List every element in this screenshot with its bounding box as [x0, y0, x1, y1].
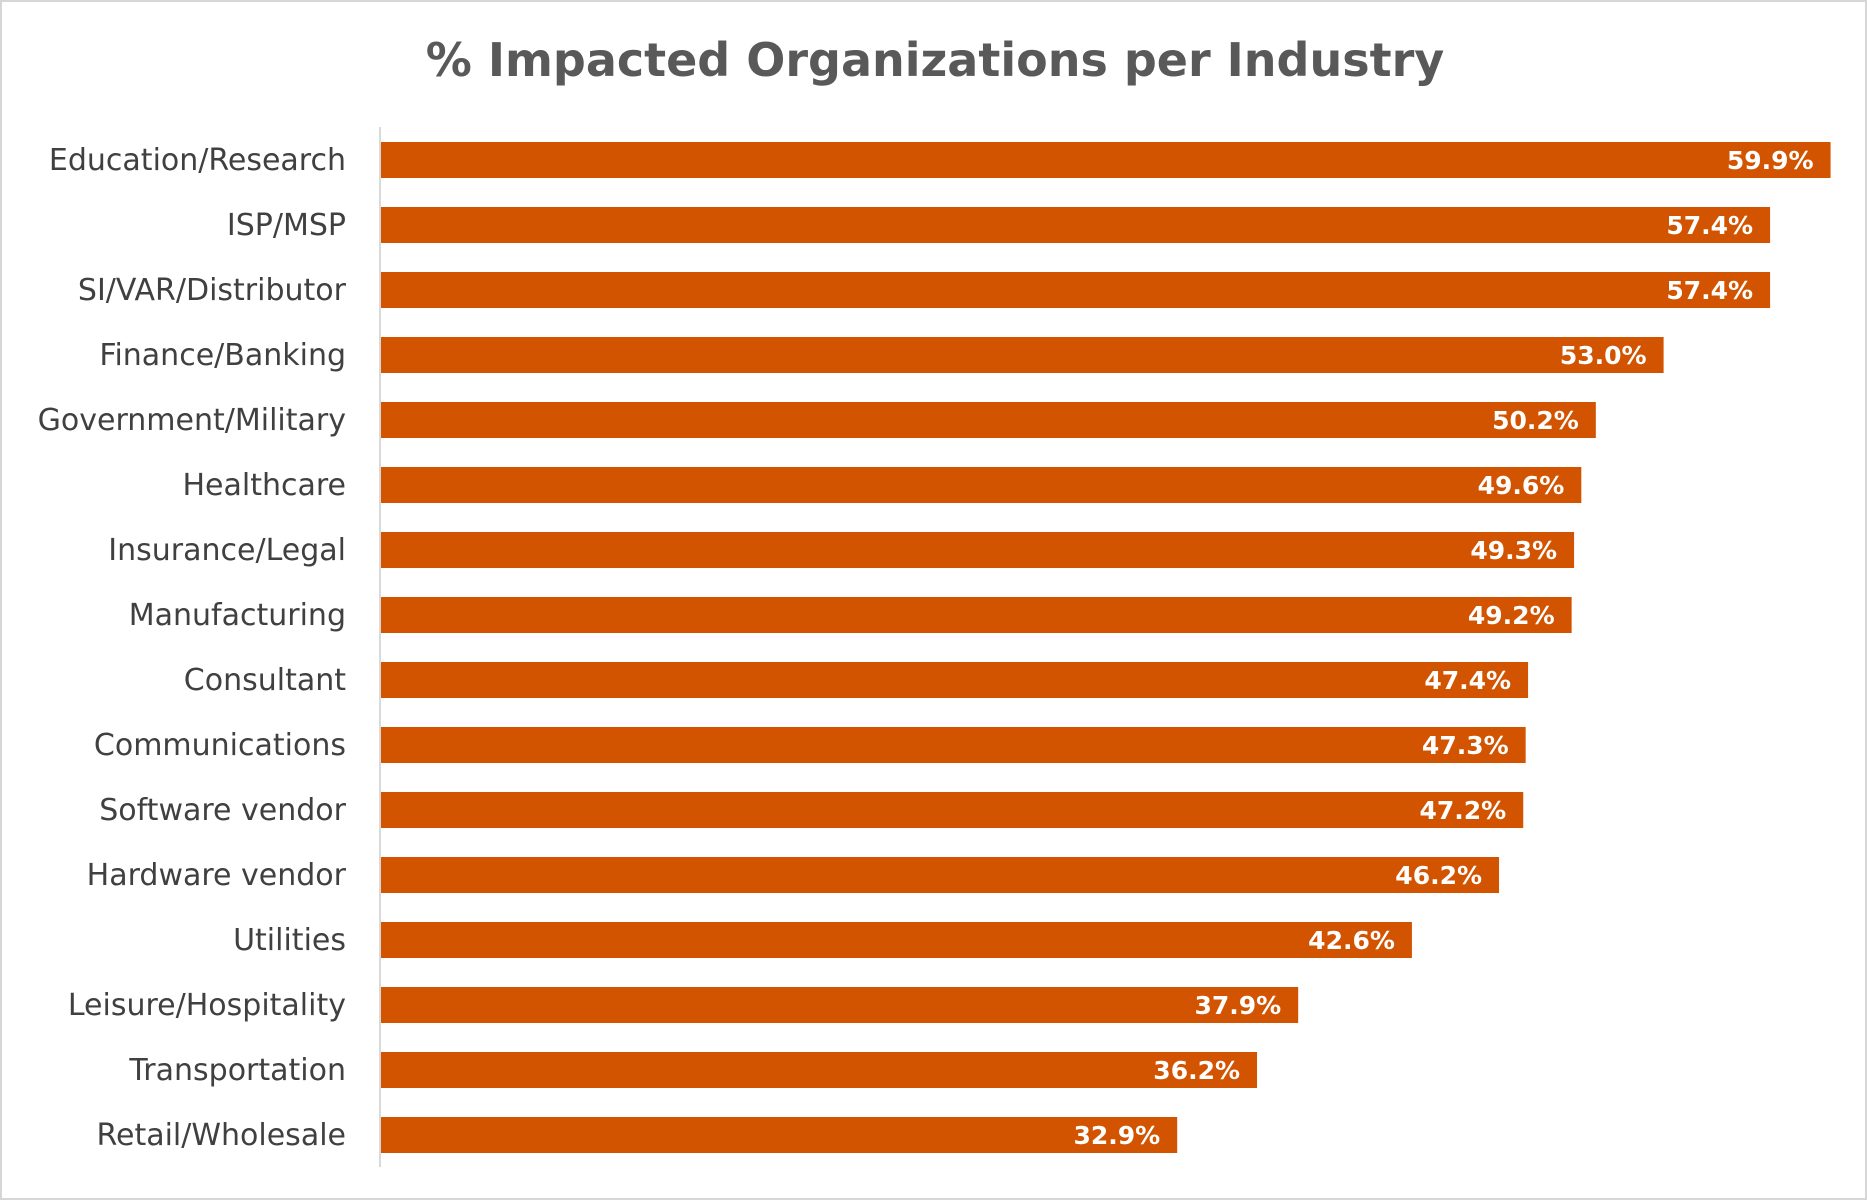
category-label-5: Healthcare: [182, 468, 346, 503]
bar-12: [381, 922, 1412, 958]
category-label-9: Communications: [94, 728, 346, 763]
category-label-4: Government/Military: [38, 403, 346, 438]
bar-13: [381, 987, 1299, 1023]
value-label-10: 47.2%: [1420, 796, 1507, 825]
category-labels: Education/Research ISP/MSP SI/VAR/Distribu…: [38, 143, 347, 1153]
bar-10: [381, 792, 1524, 828]
chart-title: % Impacted Organizations per Industry: [426, 33, 1445, 87]
bar-7: [381, 597, 1572, 633]
value-label-1: 57.4%: [1666, 211, 1753, 240]
category-label-3: Finance/Banking: [99, 338, 346, 373]
category-label-6: Insurance/Legal: [108, 533, 346, 568]
bar-1: [381, 207, 1771, 243]
value-label-7: 49.2%: [1468, 601, 1555, 630]
category-label-1: ISP/MSP: [227, 208, 346, 243]
bar-2: [381, 272, 1771, 308]
value-label-6: 49.3%: [1470, 536, 1557, 565]
bar-9: [381, 727, 1526, 763]
bar-14: [381, 1052, 1258, 1088]
bars-group: [381, 142, 1831, 1153]
bar-5: [381, 467, 1582, 503]
category-label-2: SI/VAR/Distributor: [78, 273, 347, 308]
bar-6: [381, 532, 1575, 568]
category-label-15: Retail/Wholesale: [96, 1118, 346, 1153]
category-label-10: Software vendor: [99, 793, 346, 828]
value-label-2: 57.4%: [1666, 276, 1753, 305]
value-label-14: 36.2%: [1153, 1056, 1240, 1085]
category-label-0: Education/Research: [49, 143, 346, 178]
value-label-9: 47.3%: [1422, 731, 1509, 760]
value-label-5: 49.6%: [1478, 471, 1565, 500]
bar-4: [381, 402, 1596, 438]
category-label-13: Leisure/Hospitality: [68, 988, 346, 1023]
bar-15: [381, 1117, 1178, 1153]
bar-11: [381, 857, 1500, 893]
value-label-3: 53.0%: [1560, 341, 1647, 370]
value-label-13: 37.9%: [1194, 991, 1281, 1020]
value-label-11: 46.2%: [1395, 861, 1482, 890]
category-label-7: Manufacturing: [129, 598, 346, 633]
category-label-8: Consultant: [184, 663, 346, 698]
value-label-8: 47.4%: [1424, 666, 1511, 695]
bar-3: [381, 337, 1664, 373]
bar-8: [381, 662, 1529, 698]
bar-0: [381, 142, 1831, 178]
category-label-12: Utilities: [233, 923, 346, 958]
value-label-12: 42.6%: [1308, 926, 1395, 955]
category-label-14: Transportation: [128, 1053, 346, 1088]
value-label-4: 50.2%: [1492, 406, 1579, 435]
value-label-15: 32.9%: [1073, 1121, 1160, 1150]
category-label-11: Hardware vendor: [87, 858, 347, 893]
value-label-0: 59.9%: [1727, 146, 1814, 175]
value-labels: 59.9% 57.4% 57.4% 53.0% 50.2% 49.6% 49.3% 49.2%…: [1073, 146, 1813, 1150]
